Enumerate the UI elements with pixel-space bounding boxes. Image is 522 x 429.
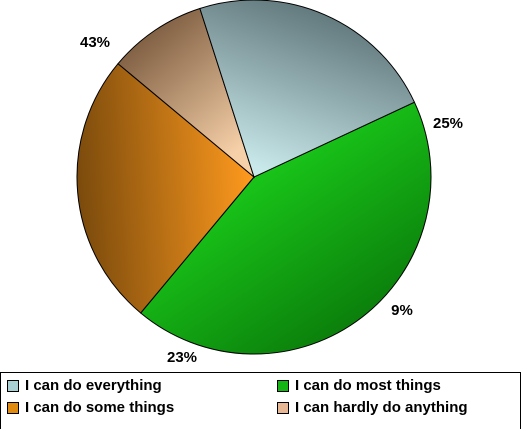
slice-label-most-things: 43%: [80, 34, 110, 51]
legend-label-hardly-anything: I can hardly do anything: [295, 399, 468, 416]
pie-slice-hardly-anything: [117, 7, 256, 179]
legend-swatch-hardly-anything: [277, 402, 289, 414]
legend-item-some-things: I can do some things: [7, 399, 174, 417]
pie-slice-everything: [199, 0, 416, 178]
legend-swatch-most-things: [277, 380, 289, 392]
legend-swatch-some-things: [7, 402, 19, 414]
legend-item-most-things: I can do most things: [277, 377, 441, 395]
legend-item-everything: I can do everything: [7, 377, 162, 395]
slice-label-hardly-anything: 9%: [391, 302, 413, 319]
legend-label-some-things: I can do some things: [25, 399, 175, 416]
slice-label-everything: 23%: [167, 349, 197, 366]
legend-item-hardly-anything: I can hardly do anything: [277, 399, 468, 417]
legend-label-most-things: I can do most things: [295, 377, 441, 394]
legend-swatch-everything: [7, 380, 19, 392]
legend-label-everything: I can do everything: [25, 377, 162, 394]
pie-slice-some-things: [76, 62, 255, 314]
chart-legend: I can do everything I can do most things…: [0, 372, 521, 429]
slice-label-some-things: 25%: [433, 115, 463, 132]
pie-slice-most-things: [139, 101, 432, 355]
